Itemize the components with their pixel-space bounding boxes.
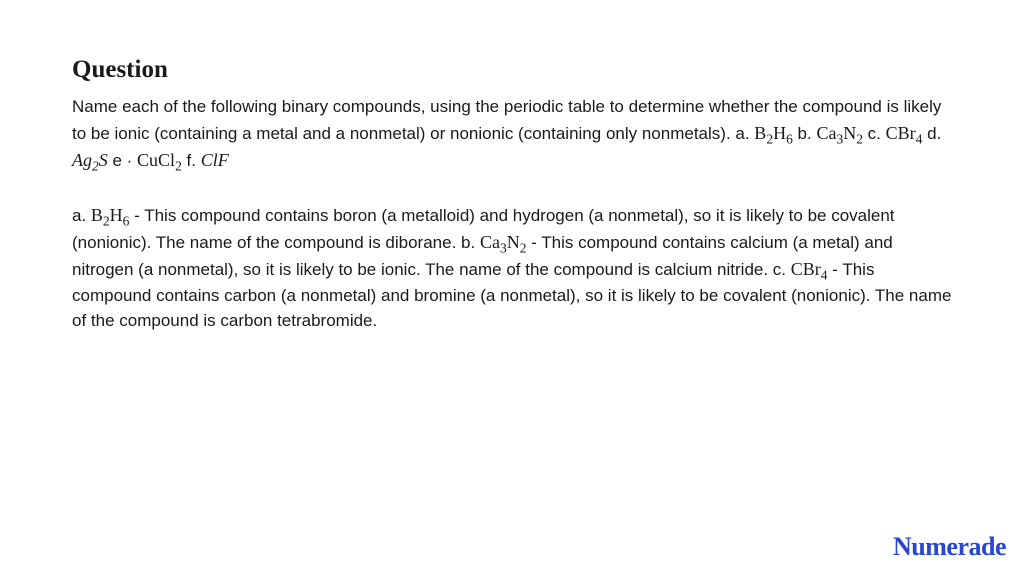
formula-clf: ClF [201, 150, 229, 170]
content-area: Question Name each of the following bina… [0, 0, 1024, 334]
answer-formula-cbr4: CBr4 [791, 259, 828, 279]
formula-ca3n2: Ca3N2 [816, 123, 863, 143]
question-heading: Question [72, 56, 952, 84]
answer-formula-ca3n2: Ca3N2 [480, 232, 527, 252]
answer-formula-b2h6: B2H6 [91, 205, 130, 225]
formula-b2h6: B2H6 [754, 123, 793, 143]
formula-cbr4: CBr4 [886, 123, 923, 143]
formula-cucl2: CuCl2 [137, 150, 182, 170]
question-prompt: Name each of the following binary compou… [72, 94, 952, 174]
numerade-logo: Numerade [893, 532, 1006, 562]
formula-ag2s: Ag2S [72, 150, 108, 170]
answer-text: a. B2H6 - This compound contains boron (… [72, 202, 952, 334]
